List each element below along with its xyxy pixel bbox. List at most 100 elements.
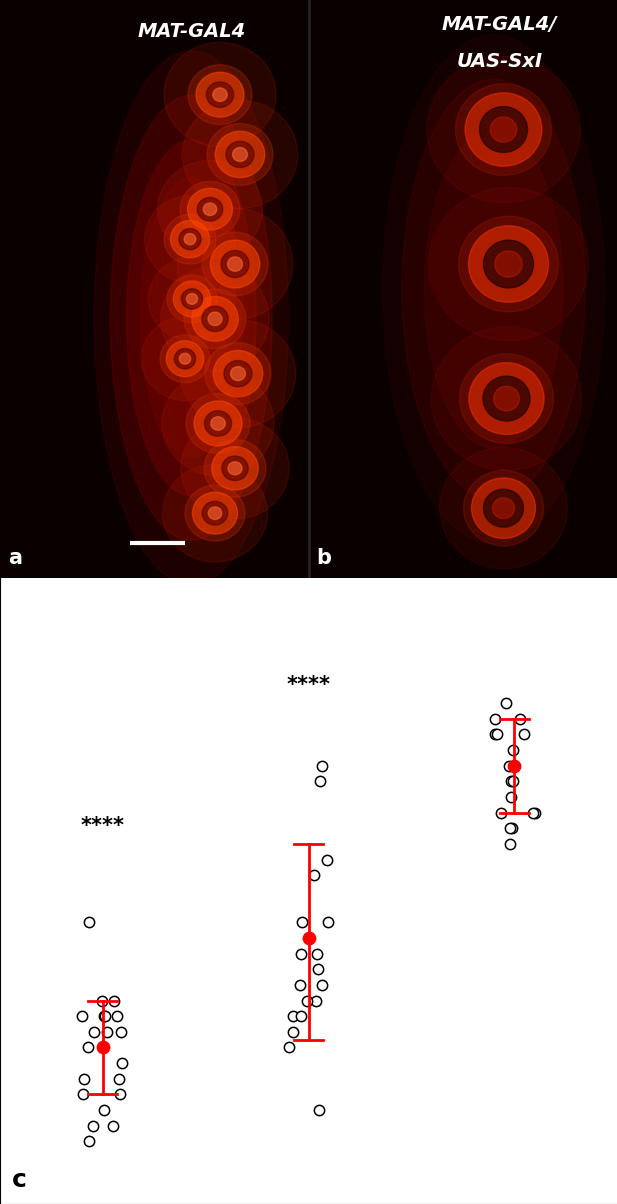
Point <box>83 1038 93 1057</box>
Ellipse shape <box>110 95 272 541</box>
Ellipse shape <box>181 418 289 519</box>
Point <box>317 975 326 995</box>
Point <box>508 772 518 791</box>
Point <box>317 756 327 775</box>
Ellipse shape <box>205 343 271 405</box>
Ellipse shape <box>188 188 233 230</box>
Ellipse shape <box>209 507 222 519</box>
Ellipse shape <box>182 100 298 208</box>
Text: c: c <box>12 1168 27 1192</box>
Point <box>99 1100 109 1120</box>
Point <box>308 866 318 885</box>
Point <box>506 787 516 807</box>
Point <box>490 725 500 744</box>
Point <box>492 725 502 744</box>
Ellipse shape <box>213 350 263 397</box>
Point <box>115 1085 125 1104</box>
Ellipse shape <box>402 79 585 498</box>
Ellipse shape <box>460 354 553 443</box>
Point <box>297 913 307 932</box>
Ellipse shape <box>184 289 246 349</box>
Ellipse shape <box>204 439 266 497</box>
Ellipse shape <box>439 448 568 568</box>
Point <box>509 756 519 775</box>
Text: b: b <box>317 548 331 568</box>
Ellipse shape <box>427 57 581 202</box>
Ellipse shape <box>468 226 549 302</box>
Ellipse shape <box>491 117 516 142</box>
Ellipse shape <box>484 489 523 527</box>
Ellipse shape <box>494 386 520 411</box>
Ellipse shape <box>383 35 605 543</box>
Bar <box>0 0 308 578</box>
Ellipse shape <box>157 160 262 258</box>
Ellipse shape <box>184 234 196 244</box>
Text: UAS-SxI: UAS-SxI <box>457 52 543 71</box>
Ellipse shape <box>204 411 231 436</box>
Text: MAT-GAL4: MAT-GAL4 <box>137 22 246 41</box>
Text: ****: **** <box>81 816 125 836</box>
Point <box>296 1007 305 1026</box>
Ellipse shape <box>148 258 236 341</box>
Ellipse shape <box>483 376 530 421</box>
Ellipse shape <box>175 348 196 368</box>
Bar <box>308 0 617 578</box>
Ellipse shape <box>484 240 534 288</box>
Text: ****: **** <box>286 675 331 696</box>
Ellipse shape <box>141 178 242 458</box>
Point <box>88 1116 98 1135</box>
Ellipse shape <box>211 417 225 430</box>
Ellipse shape <box>202 232 268 296</box>
Point <box>496 803 506 822</box>
Ellipse shape <box>202 501 228 525</box>
Point <box>490 709 500 728</box>
Ellipse shape <box>492 497 515 519</box>
Point <box>89 1022 99 1041</box>
Point <box>84 1132 94 1151</box>
Ellipse shape <box>428 188 589 341</box>
Ellipse shape <box>207 82 234 107</box>
Point <box>77 1007 87 1026</box>
Point <box>99 1007 109 1026</box>
Point <box>529 803 539 822</box>
Ellipse shape <box>231 367 246 380</box>
Point <box>322 850 332 869</box>
Ellipse shape <box>180 182 240 237</box>
Point <box>98 1038 108 1057</box>
Ellipse shape <box>164 42 276 147</box>
Point <box>501 694 511 713</box>
Ellipse shape <box>160 335 210 383</box>
Point <box>505 819 515 838</box>
Ellipse shape <box>221 250 249 278</box>
Ellipse shape <box>213 88 227 101</box>
Ellipse shape <box>94 51 288 585</box>
Ellipse shape <box>170 220 210 258</box>
Ellipse shape <box>224 360 252 386</box>
Ellipse shape <box>228 256 242 271</box>
Ellipse shape <box>181 289 202 309</box>
Point <box>315 1100 325 1120</box>
Point <box>78 1085 88 1104</box>
Ellipse shape <box>222 456 248 480</box>
Point <box>116 1022 126 1041</box>
Point <box>284 1038 294 1057</box>
Point <box>84 913 94 932</box>
Ellipse shape <box>495 250 522 277</box>
Ellipse shape <box>180 319 296 427</box>
Ellipse shape <box>192 296 238 341</box>
Point <box>289 1022 299 1041</box>
Ellipse shape <box>173 281 211 317</box>
Ellipse shape <box>179 229 201 249</box>
Point <box>506 772 516 791</box>
Ellipse shape <box>458 217 558 312</box>
Ellipse shape <box>144 195 236 283</box>
Ellipse shape <box>455 84 552 176</box>
Point <box>295 975 305 995</box>
Point <box>117 1054 126 1073</box>
Ellipse shape <box>469 362 544 435</box>
Ellipse shape <box>162 465 268 562</box>
Ellipse shape <box>463 471 544 547</box>
Point <box>100 1007 110 1026</box>
Ellipse shape <box>479 107 528 153</box>
Ellipse shape <box>185 485 245 541</box>
